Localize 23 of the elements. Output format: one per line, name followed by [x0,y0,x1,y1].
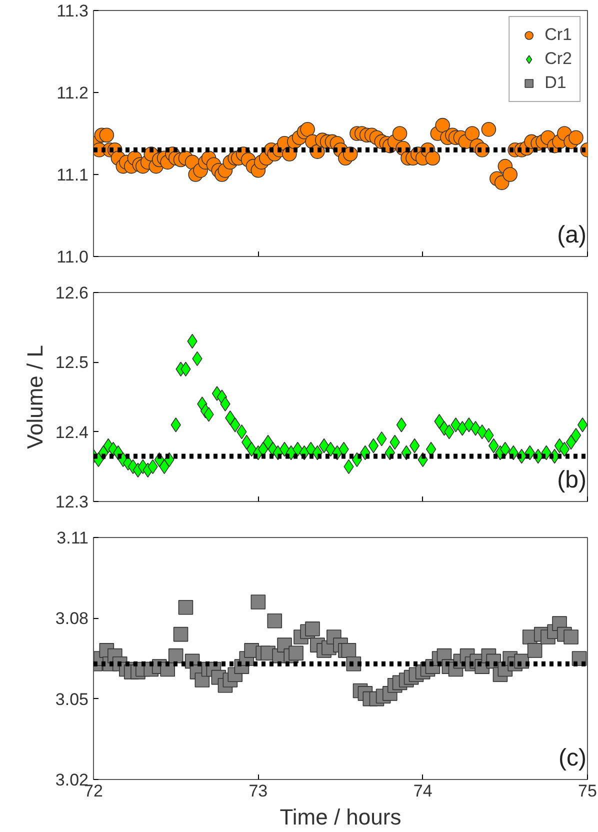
y-tick-label: 11.0 [56,248,89,266]
y-tick-label: 3.08 [55,609,89,628]
y-axis-title: Volume / L [22,345,48,449]
y-tick-label: 12.3 [55,492,89,512]
x-tick-label: 72 [84,782,103,800]
x-tick-label: 73 [248,782,268,800]
legend-label: D1 [544,73,566,93]
x-tick-label: 75 [578,782,597,800]
legend-label: Cr1 [544,25,572,45]
annotation: (b) [557,466,587,494]
y-tick-label: 11.1 [56,166,89,184]
x-axis-title: Time / hours [280,804,402,830]
annotation: (c) [558,744,586,772]
y-tick-label: 3.11 [56,528,89,548]
x-tick-label: 74 [413,782,432,800]
y-tick-label: 12.4 [55,422,89,442]
y-tick-label: 12.6 [55,284,89,302]
legend-label: Cr2 [544,49,572,69]
y-tick-label: 11.2 [56,84,89,102]
y-tick-label: 11.3 [56,2,89,20]
y-tick-label: 12.5 [55,353,89,372]
annotation: (a) [557,222,587,248]
y-tick-label: 3.05 [55,690,89,709]
